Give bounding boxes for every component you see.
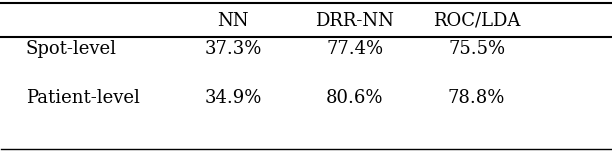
- Text: Spot-level: Spot-level: [26, 40, 117, 58]
- Text: DRR-NN: DRR-NN: [315, 12, 394, 30]
- Text: 80.6%: 80.6%: [326, 89, 384, 107]
- Text: 37.3%: 37.3%: [204, 40, 261, 58]
- Text: Patient-level: Patient-level: [26, 89, 140, 107]
- Text: 77.4%: 77.4%: [326, 40, 383, 58]
- Text: 75.5%: 75.5%: [448, 40, 505, 58]
- Text: 34.9%: 34.9%: [204, 89, 261, 107]
- Text: 78.8%: 78.8%: [448, 89, 506, 107]
- Text: NN: NN: [217, 12, 248, 30]
- Text: ROC/LDA: ROC/LDA: [433, 12, 520, 30]
